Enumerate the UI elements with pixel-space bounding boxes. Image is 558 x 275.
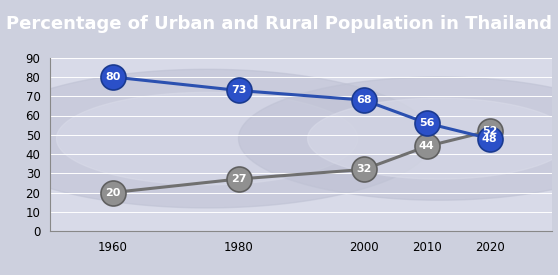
Text: 48: 48 xyxy=(482,134,498,144)
Polygon shape xyxy=(0,69,433,208)
Text: 44: 44 xyxy=(419,141,435,151)
Text: 52: 52 xyxy=(482,126,497,136)
Text: 32: 32 xyxy=(357,164,372,174)
Polygon shape xyxy=(56,92,358,185)
Text: 27: 27 xyxy=(231,174,246,184)
Polygon shape xyxy=(239,77,558,200)
Text: Percentage of Urban and Rural Population in Thailand: Percentage of Urban and Rural Population… xyxy=(6,15,552,33)
Text: 73: 73 xyxy=(231,86,246,95)
Text: 68: 68 xyxy=(356,95,372,105)
Text: 80: 80 xyxy=(105,72,121,82)
Text: 56: 56 xyxy=(419,118,435,128)
Polygon shape xyxy=(307,98,558,179)
Text: 20: 20 xyxy=(105,188,121,197)
